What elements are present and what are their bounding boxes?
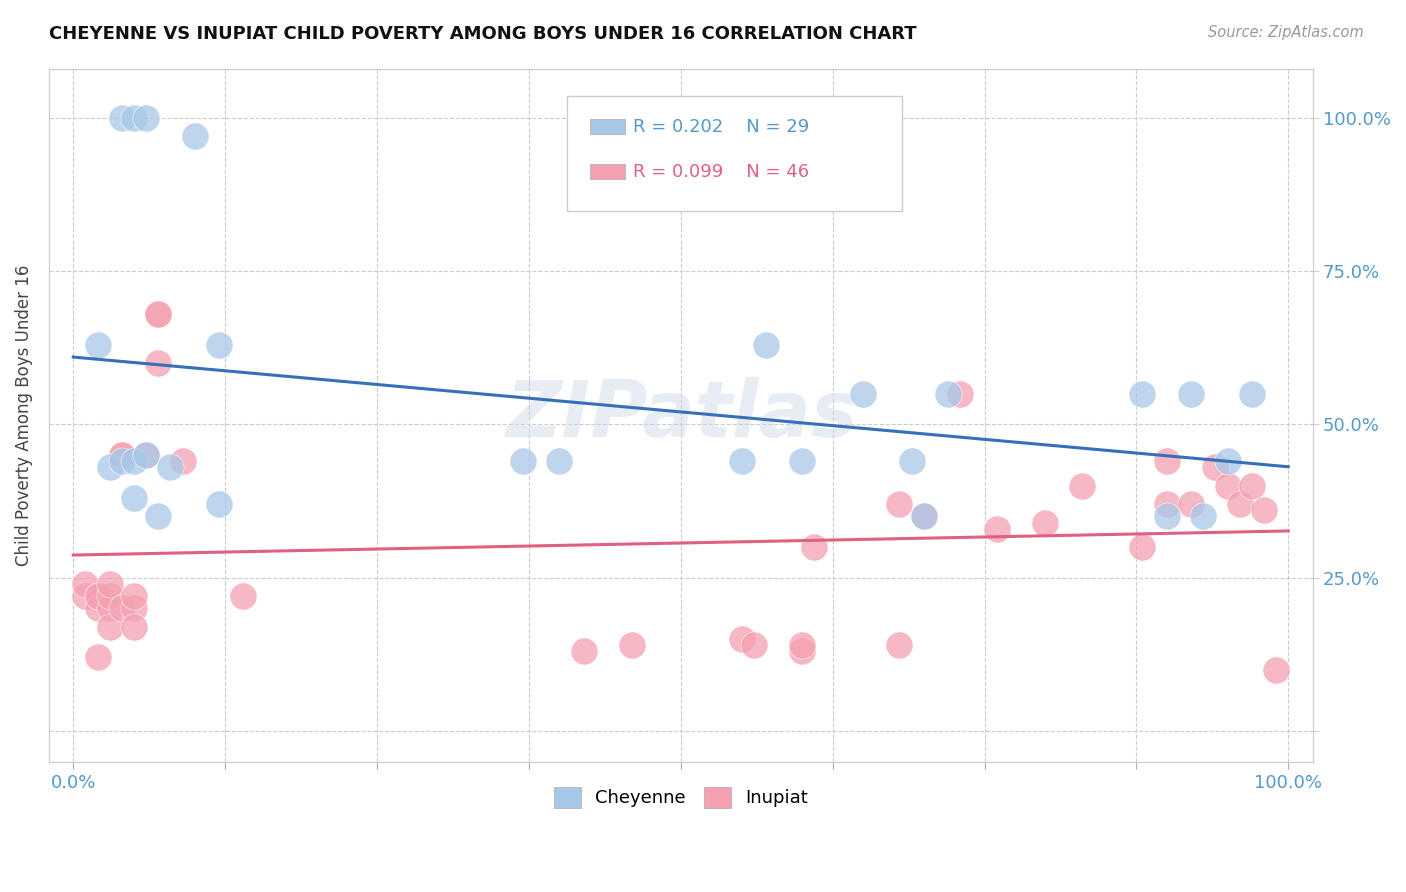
Point [1156, 509, 1178, 524]
Point [852, 386, 875, 401]
Point [148, 307, 170, 321]
Point [111, 448, 134, 462]
Point [512, 454, 534, 468]
Point [86, 601, 108, 615]
Point [1240, 386, 1263, 401]
Point [86, 337, 108, 351]
Point [803, 540, 825, 554]
Point [949, 386, 972, 401]
Text: CHEYENNE VS INUPIAT CHILD POVERTY AMONG BOYS UNDER 16 CORRELATION CHART: CHEYENNE VS INUPIAT CHILD POVERTY AMONG … [49, 25, 917, 43]
Point [98, 577, 121, 591]
Point [122, 601, 145, 615]
Point [621, 638, 644, 652]
Point [792, 638, 814, 652]
Text: R = 0.202    N = 29: R = 0.202 N = 29 [633, 118, 808, 136]
Point [1132, 386, 1154, 401]
Point [1156, 497, 1178, 511]
Point [1204, 460, 1226, 475]
Point [1229, 497, 1251, 511]
Point [792, 454, 814, 468]
Point [986, 522, 1008, 536]
Point [755, 337, 778, 351]
Point [75, 589, 97, 603]
Point [912, 509, 935, 524]
Point [135, 448, 157, 462]
Point [900, 454, 922, 468]
Point [232, 589, 254, 603]
Point [98, 601, 121, 615]
Point [889, 638, 911, 652]
Point [1216, 479, 1239, 493]
Point [1240, 479, 1263, 493]
Point [1132, 540, 1154, 554]
Point [122, 491, 145, 505]
Point [548, 454, 571, 468]
Point [135, 448, 157, 462]
Point [889, 497, 911, 511]
Legend: Cheyenne, Inupiat: Cheyenne, Inupiat [547, 780, 815, 815]
Point [111, 111, 134, 125]
Point [742, 638, 765, 652]
Bar [589, 120, 626, 135]
Text: ZIPatlas: ZIPatlas [505, 377, 856, 453]
Point [1070, 479, 1092, 493]
Bar [589, 164, 626, 179]
Point [111, 448, 134, 462]
Point [86, 589, 108, 603]
Point [792, 644, 814, 658]
Point [98, 460, 121, 475]
Point [122, 111, 145, 125]
Point [1156, 454, 1178, 468]
Point [98, 620, 121, 634]
Point [111, 454, 134, 468]
Point [75, 577, 97, 591]
Point [730, 632, 752, 646]
Point [208, 497, 231, 511]
Point [1180, 497, 1202, 511]
Point [730, 454, 752, 468]
Point [122, 620, 145, 634]
Text: R = 0.099    N = 46: R = 0.099 N = 46 [633, 163, 808, 181]
Point [111, 601, 134, 615]
Point [135, 111, 157, 125]
Point [572, 644, 595, 658]
Point [208, 337, 231, 351]
Point [148, 307, 170, 321]
Point [1265, 663, 1288, 677]
Point [912, 509, 935, 524]
Point [184, 128, 207, 143]
Y-axis label: Child Poverty Among Boys Under 16: Child Poverty Among Boys Under 16 [15, 264, 32, 566]
Point [1180, 386, 1202, 401]
Point [1192, 509, 1215, 524]
Point [159, 460, 181, 475]
Point [936, 386, 959, 401]
Point [98, 589, 121, 603]
Point [1253, 503, 1275, 517]
Point [148, 509, 170, 524]
Point [172, 454, 194, 468]
Text: Source: ZipAtlas.com: Source: ZipAtlas.com [1208, 25, 1364, 40]
Point [86, 650, 108, 665]
Point [1033, 516, 1056, 530]
FancyBboxPatch shape [567, 96, 901, 211]
Point [86, 589, 108, 603]
Point [148, 356, 170, 370]
Point [122, 589, 145, 603]
Point [1216, 454, 1239, 468]
Point [122, 454, 145, 468]
